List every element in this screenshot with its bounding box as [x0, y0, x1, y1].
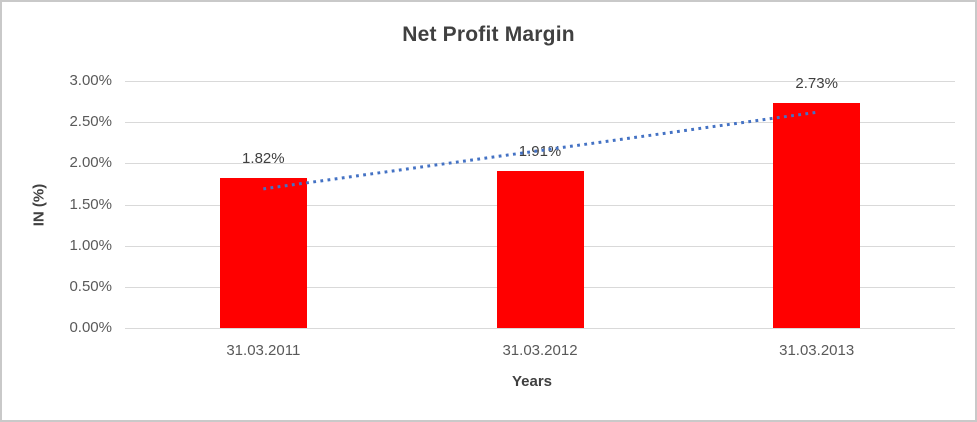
data-label: 1.82%	[242, 150, 285, 168]
x-axis-title: Years	[511, 373, 553, 390]
data-label: 2.73%	[795, 75, 838, 93]
y-tick-label: 3.00%	[69, 72, 112, 89]
y-tick-label: 2.50%	[69, 113, 112, 131]
y-tick-label: 1.00%	[69, 236, 112, 254]
bar-31.03.2013	[773, 103, 861, 328]
y-tick-label: 0.00%	[69, 319, 112, 336]
x-tick-label: 31.03.2013	[779, 342, 855, 359]
y-tick-label: 0.50%	[69, 277, 112, 295]
data-label: 1.91%	[518, 142, 562, 160]
gridline	[125, 81, 955, 82]
bar-31.03.2012	[496, 170, 584, 328]
y-axis-title: IN (%)	[30, 183, 48, 226]
x-tick-label: 31.03.2011	[226, 342, 301, 359]
y-tick-label: 1.50%	[69, 195, 112, 213]
chart-title: Net Profit Margin	[402, 23, 575, 46]
y-tick-label: 2.00%	[69, 154, 112, 172]
x-tick-label: 31.03.2012	[502, 342, 578, 359]
bar-31.03.2011	[219, 178, 307, 328]
gridline	[125, 328, 955, 329]
